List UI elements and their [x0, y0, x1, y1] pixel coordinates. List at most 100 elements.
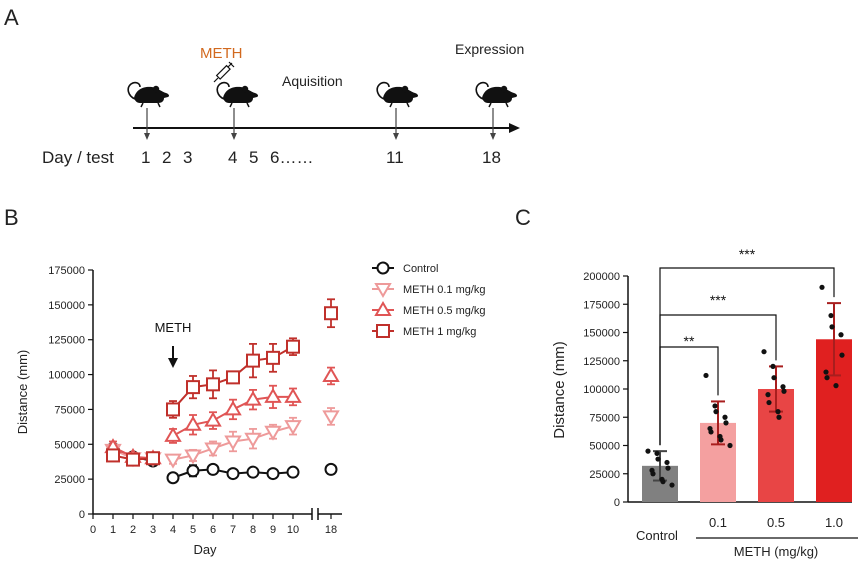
day-label: 3	[183, 148, 192, 167]
individual-point	[665, 465, 671, 471]
x-tick-label: 8	[250, 524, 256, 536]
individual-point	[645, 448, 651, 454]
x-tick-label: 1	[110, 524, 116, 536]
category-label: 1.0	[825, 515, 843, 530]
y-axis-label: Distance (mm)	[15, 350, 30, 435]
data-point	[126, 452, 140, 467]
day-label: 1	[141, 148, 150, 167]
data-point	[324, 462, 338, 476]
individual-point	[761, 349, 767, 355]
individual-point	[727, 442, 733, 449]
x-tick-label: 7	[230, 524, 236, 536]
mouse-icon	[216, 81, 259, 108]
individual-point	[654, 450, 660, 457]
x-axis-label: METH (mg/kg)	[734, 544, 819, 559]
individual-point	[712, 403, 718, 409]
x-axis-label: Day	[193, 542, 217, 557]
individual-point	[780, 384, 786, 390]
x-tick-label: 0	[90, 524, 96, 536]
data-point	[106, 448, 120, 463]
individual-point	[718, 437, 724, 443]
legend-label: METH 0.1 mg/kg	[403, 284, 486, 296]
legend-marker	[374, 301, 392, 316]
legend-marker	[374, 283, 392, 298]
mouse-icon	[127, 81, 170, 108]
data-point	[266, 467, 280, 481]
data-point	[164, 426, 182, 442]
y-tick-label: 150000	[48, 300, 85, 312]
individual-point	[703, 372, 709, 379]
data-point	[322, 366, 340, 382]
mouse-icon	[376, 81, 419, 108]
day-label: 2	[162, 148, 171, 167]
significance-bracket	[659, 267, 835, 446]
data-point	[206, 462, 220, 476]
acquisition-label: Aquisition	[282, 73, 343, 89]
line-chart-b: 0 25000 50000 75000 100000 125000 150000 175000…	[15, 261, 486, 557]
syringe-icon	[213, 61, 235, 83]
meth-arrowhead	[168, 358, 178, 368]
data-point	[324, 306, 338, 321]
day-label: 11	[386, 148, 404, 167]
data-point	[226, 467, 240, 481]
data-point	[264, 387, 282, 403]
individual-point	[664, 459, 670, 466]
individual-point	[655, 456, 661, 462]
data-point	[224, 400, 242, 416]
individual-point	[766, 399, 772, 406]
category-label: Control	[636, 528, 678, 543]
day-label: 18	[482, 148, 501, 167]
meth-label: METH	[200, 45, 243, 62]
y-tick-label: 25000	[54, 474, 85, 486]
significance-label: **	[684, 333, 695, 349]
data-point	[166, 402, 180, 417]
individual-point	[765, 392, 771, 398]
day-label: 6……	[270, 148, 313, 167]
y-tick-label: 175000	[583, 299, 620, 311]
individual-point	[669, 482, 675, 488]
individual-point	[650, 471, 656, 477]
data-point	[286, 339, 300, 354]
individual-point	[660, 479, 666, 485]
individual-point	[723, 420, 729, 426]
data-point	[146, 451, 160, 466]
data-point	[204, 411, 222, 427]
data-point	[164, 453, 182, 469]
x-tick-label: 2	[130, 524, 136, 536]
data-point	[186, 464, 200, 478]
individual-point	[775, 409, 781, 415]
y-tick-label: 150000	[583, 328, 620, 340]
individual-point	[722, 414, 728, 420]
y-axis-label: Distance (mm)	[551, 341, 568, 439]
panel-b-label: B	[4, 205, 19, 230]
data-point	[286, 465, 300, 479]
legend-marker	[376, 324, 390, 338]
data-point	[224, 435, 242, 451]
data-point	[166, 471, 180, 485]
day-label: 5	[249, 148, 258, 167]
y-tick-label: 125000	[583, 356, 620, 368]
data-point	[322, 410, 340, 426]
data-point	[226, 370, 240, 385]
data-point	[284, 420, 302, 436]
data-point	[266, 350, 280, 365]
data-point	[246, 465, 260, 479]
individual-point	[771, 375, 777, 381]
individual-point	[713, 409, 719, 415]
category-label: 0.5	[767, 515, 785, 530]
significance-label: ***	[710, 292, 727, 308]
panel-c-label: C	[515, 205, 531, 230]
y-tick-label: 100000	[48, 370, 85, 382]
y-tick-label: 50000	[54, 439, 85, 451]
panel-c: C 0 25000 50000 75000 100000 125000 150000 1750…	[515, 205, 858, 559]
y-tick-label: 100000	[583, 384, 620, 396]
individual-point	[839, 352, 845, 358]
x-tick-label: 9	[270, 524, 276, 536]
significance-label: ***	[739, 246, 756, 262]
mouse-icon	[475, 81, 518, 108]
data-point	[184, 415, 202, 431]
y-tick-label: 25000	[589, 469, 620, 481]
timeline-markers	[144, 108, 496, 140]
x-tick-label: 4	[170, 524, 176, 536]
